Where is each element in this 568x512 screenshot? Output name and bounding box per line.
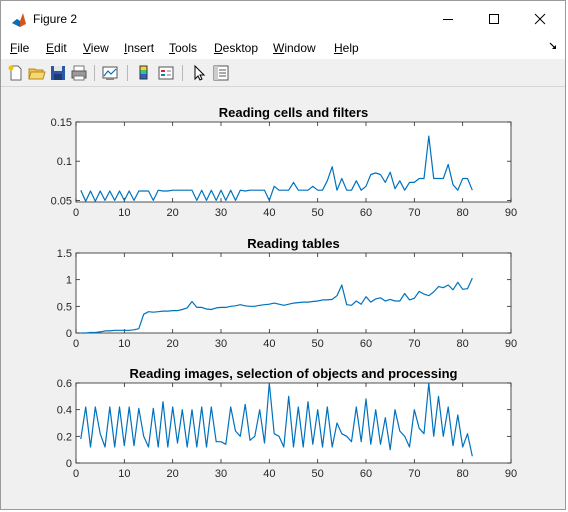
toolbar <box>1 59 565 87</box>
x-tick-label: 90 <box>505 468 517 480</box>
x-tick-label: 40 <box>263 468 275 480</box>
y-tick-label: 0.4 <box>57 405 72 417</box>
axes-title: Reading images, selection of objects and… <box>130 366 458 381</box>
x-tick-label: 60 <box>360 338 372 350</box>
open-file-icon[interactable] <box>28 64 46 82</box>
minimize-button[interactable] <box>425 1 471 37</box>
x-tick-label: 80 <box>457 468 469 480</box>
y-tick-label: 1.5 <box>57 248 72 260</box>
y-tick-label: 0.6 <box>57 378 72 390</box>
print-icon[interactable] <box>70 64 88 82</box>
x-tick-label: 0 <box>73 468 79 480</box>
y-tick-label: 0.2 <box>57 431 72 443</box>
minimize-icon <box>443 19 453 20</box>
y-tick-label: 0.15 <box>51 117 72 129</box>
save-icon[interactable] <box>49 64 67 82</box>
maximize-button[interactable] <box>471 1 517 37</box>
x-tick-label: 60 <box>360 207 372 219</box>
figure-canvas: Reading cells and filters 0 10 20 30 40 50 60 70… <box>5 91 563 507</box>
x-tick-label: 70 <box>408 338 420 350</box>
toolbar-separator <box>94 65 95 81</box>
series-line <box>80 382 473 457</box>
x-tick-label: 50 <box>312 207 324 219</box>
x-tick-label: 10 <box>118 207 130 219</box>
x-tick-label: 90 <box>505 338 517 350</box>
close-button[interactable] <box>517 1 563 37</box>
dock-arrow-icon[interactable] <box>549 42 557 50</box>
axes-2[interactable] <box>75 252 512 334</box>
series-line <box>80 135 473 202</box>
x-tick-label: 50 <box>312 338 324 350</box>
x-tick-label: 40 <box>263 207 275 219</box>
x-tick-label: 30 <box>215 338 227 350</box>
toolbar-separator <box>127 65 128 81</box>
x-tick-label: 20 <box>167 468 179 480</box>
property-inspector-icon[interactable] <box>212 64 230 82</box>
x-tick-label: 30 <box>215 207 227 219</box>
menu-help[interactable]: Help <box>334 41 359 55</box>
y-tick-label: 0.5 <box>57 301 72 313</box>
x-tick-label: 70 <box>408 207 420 219</box>
x-tick-label: 70 <box>408 468 420 480</box>
y-tick-label: 0 <box>66 328 72 340</box>
x-tick-label: 20 <box>167 207 179 219</box>
link-plot-icon[interactable] <box>101 64 119 82</box>
x-tick-label: 60 <box>360 468 372 480</box>
y-tick-label: 0 <box>66 458 72 470</box>
y-tick-label: 0.1 <box>57 156 72 168</box>
menu-edit[interactable]: Edit <box>46 41 67 55</box>
close-icon <box>534 13 546 25</box>
x-tick-label: 40 <box>263 338 275 350</box>
menu-desktop[interactable]: Desktop <box>214 41 259 55</box>
menu-view[interactable]: View <box>83 41 109 55</box>
axes-1[interactable] <box>75 121 512 203</box>
x-tick-label: 20 <box>167 338 179 350</box>
menu-file[interactable]: File <box>10 41 30 55</box>
menu-window[interactable]: Window <box>273 41 316 55</box>
x-tick-label: 50 <box>312 468 324 480</box>
y-tick-label: 0.05 <box>51 195 72 207</box>
x-tick-label: 80 <box>457 338 469 350</box>
window-title: Figure 2 <box>33 12 78 26</box>
toolbar-separator <box>182 65 183 81</box>
x-tick-label: 80 <box>457 207 469 219</box>
new-figure-icon[interactable] <box>7 64 25 82</box>
x-tick-label: 10 <box>118 338 130 350</box>
menu-insert[interactable]: Insert <box>124 41 155 55</box>
menu-bar: File Edit View Insert Tools Desktop Wind… <box>1 37 565 59</box>
series-line <box>80 277 473 334</box>
insert-legend-icon[interactable] <box>157 64 175 82</box>
edit-plot-icon[interactable] <box>189 64 207 82</box>
menu-tools[interactable]: Tools <box>169 41 198 55</box>
title-bar: Figure 2 <box>1 1 565 37</box>
axes-title: Reading cells and filters <box>219 105 369 120</box>
x-tick-label: 90 <box>505 207 517 219</box>
x-tick-label: 30 <box>215 468 227 480</box>
insert-colorbar-icon[interactable] <box>135 64 153 82</box>
axes-title: Reading tables <box>247 236 339 251</box>
x-tick-label: 10 <box>118 468 130 480</box>
y-tick-label: 1 <box>66 275 72 287</box>
x-tick-label: 0 <box>73 207 79 219</box>
matlab-logo-icon <box>12 13 26 27</box>
maximize-icon <box>489 14 499 24</box>
x-tick-label: 0 <box>73 338 79 350</box>
